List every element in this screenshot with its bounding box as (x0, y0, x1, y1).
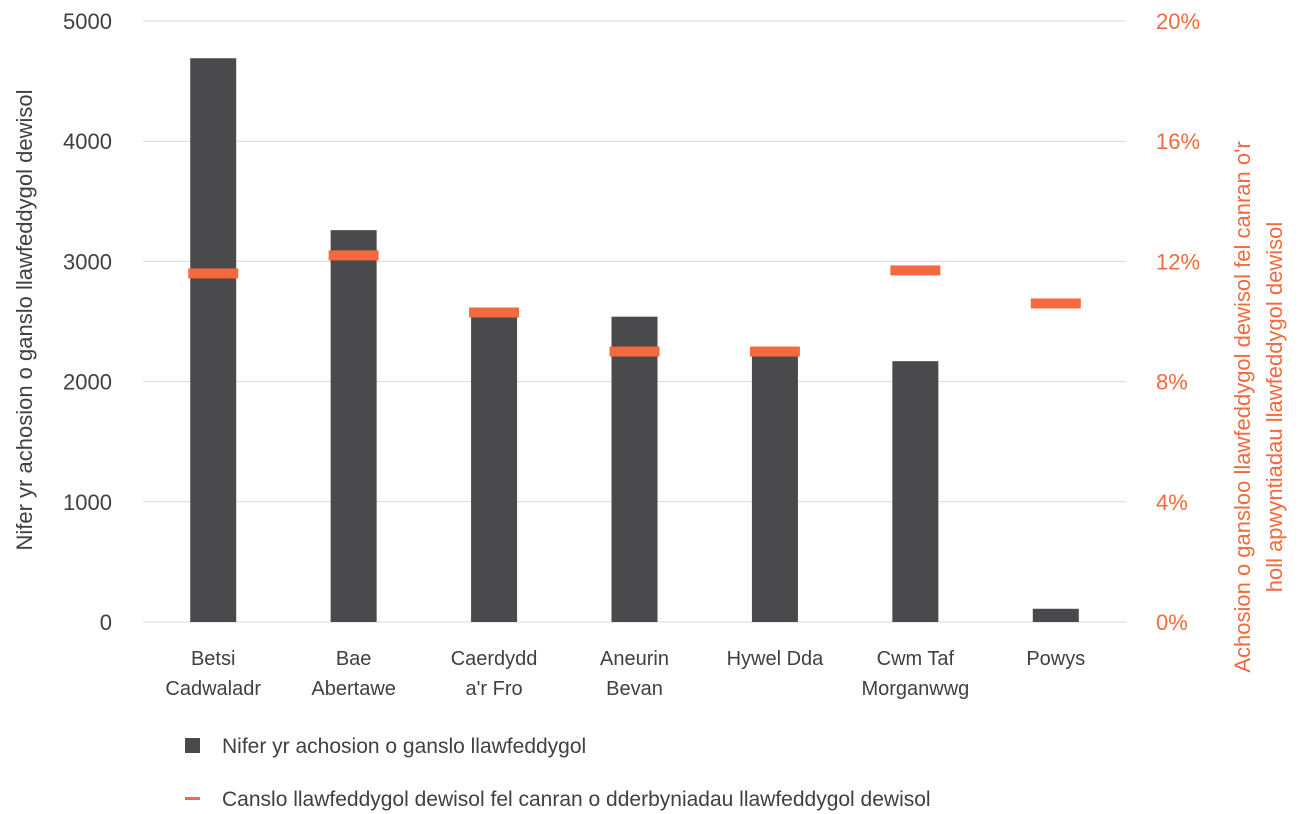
right-tick-label: 0% (1156, 610, 1188, 635)
bar-series (190, 58, 1079, 622)
category-label: Bevan (606, 678, 663, 700)
legend-marker-swatch (185, 797, 200, 800)
right-tick-label: 16% (1156, 129, 1200, 154)
category-label: Caerdydd (451, 648, 538, 670)
left-tick-label: 5000 (63, 9, 112, 34)
category-label: Betsi (191, 648, 235, 670)
left-tick-label: 2000 (63, 370, 112, 395)
bar (471, 314, 518, 622)
category-label: a'r Fro (465, 678, 522, 700)
category-labels: Betsi Cadwaladr Bae Abertawe Caerdydd a'r Fro… (165, 648, 1085, 700)
left-axis-title: Nifer yr achosion o ganslo llawfeddygol … (12, 89, 37, 550)
right-axis-title-line2: holl apwyntiadau llawfeddygol dewisol (1262, 222, 1287, 593)
legend: Nifer yr achosion o ganslo llawfeddygol … (185, 735, 931, 811)
category-label: Abertawe (311, 678, 396, 700)
right-axis-title-line1: Achosion o gansloo llawfeddygol dewisol … (1230, 141, 1255, 672)
bar (330, 230, 377, 622)
category-label: Bae (336, 648, 372, 670)
bar (892, 361, 939, 622)
left-tick-label: 1000 (63, 490, 112, 515)
percent-marker (328, 250, 379, 261)
legend-bar-label: Nifer yr achosion o ganslo llawfeddygol (222, 735, 586, 758)
bar (1032, 608, 1079, 622)
right-axis-ticks: 0% 4% 8% 12% 16% 20% (1156, 9, 1200, 635)
category-label: Morganwwg (861, 678, 969, 700)
left-tick-label: 3000 (63, 249, 112, 274)
percent-marker (188, 268, 239, 279)
percent-marker (749, 346, 800, 357)
left-tick-label: 4000 (63, 129, 112, 154)
category-label: Cadwaladr (165, 678, 261, 700)
bar (751, 351, 798, 622)
right-tick-label: 12% (1156, 249, 1200, 274)
bar (190, 58, 237, 622)
legend-bar-swatch (185, 738, 200, 753)
percent-marker (890, 265, 941, 276)
bar (611, 316, 658, 622)
marker-series (188, 250, 1081, 357)
percent-marker (609, 346, 660, 357)
category-label: Aneurin (600, 648, 669, 670)
percent-marker (1030, 298, 1081, 309)
right-tick-label: 4% (1156, 490, 1188, 515)
category-label: Hywel Dda (727, 648, 825, 670)
left-axis-ticks: 0 1000 2000 3000 4000 5000 (63, 9, 112, 635)
category-label: Powys (1026, 648, 1085, 670)
right-tick-label: 20% (1156, 9, 1200, 34)
percent-marker (469, 307, 520, 318)
category-label: Cwm Taf (877, 648, 955, 670)
left-tick-label: 0 (100, 610, 112, 635)
legend-marker-label: Canslo llawfeddygol dewisol fel canran o… (222, 788, 931, 811)
right-tick-label: 8% (1156, 370, 1188, 395)
